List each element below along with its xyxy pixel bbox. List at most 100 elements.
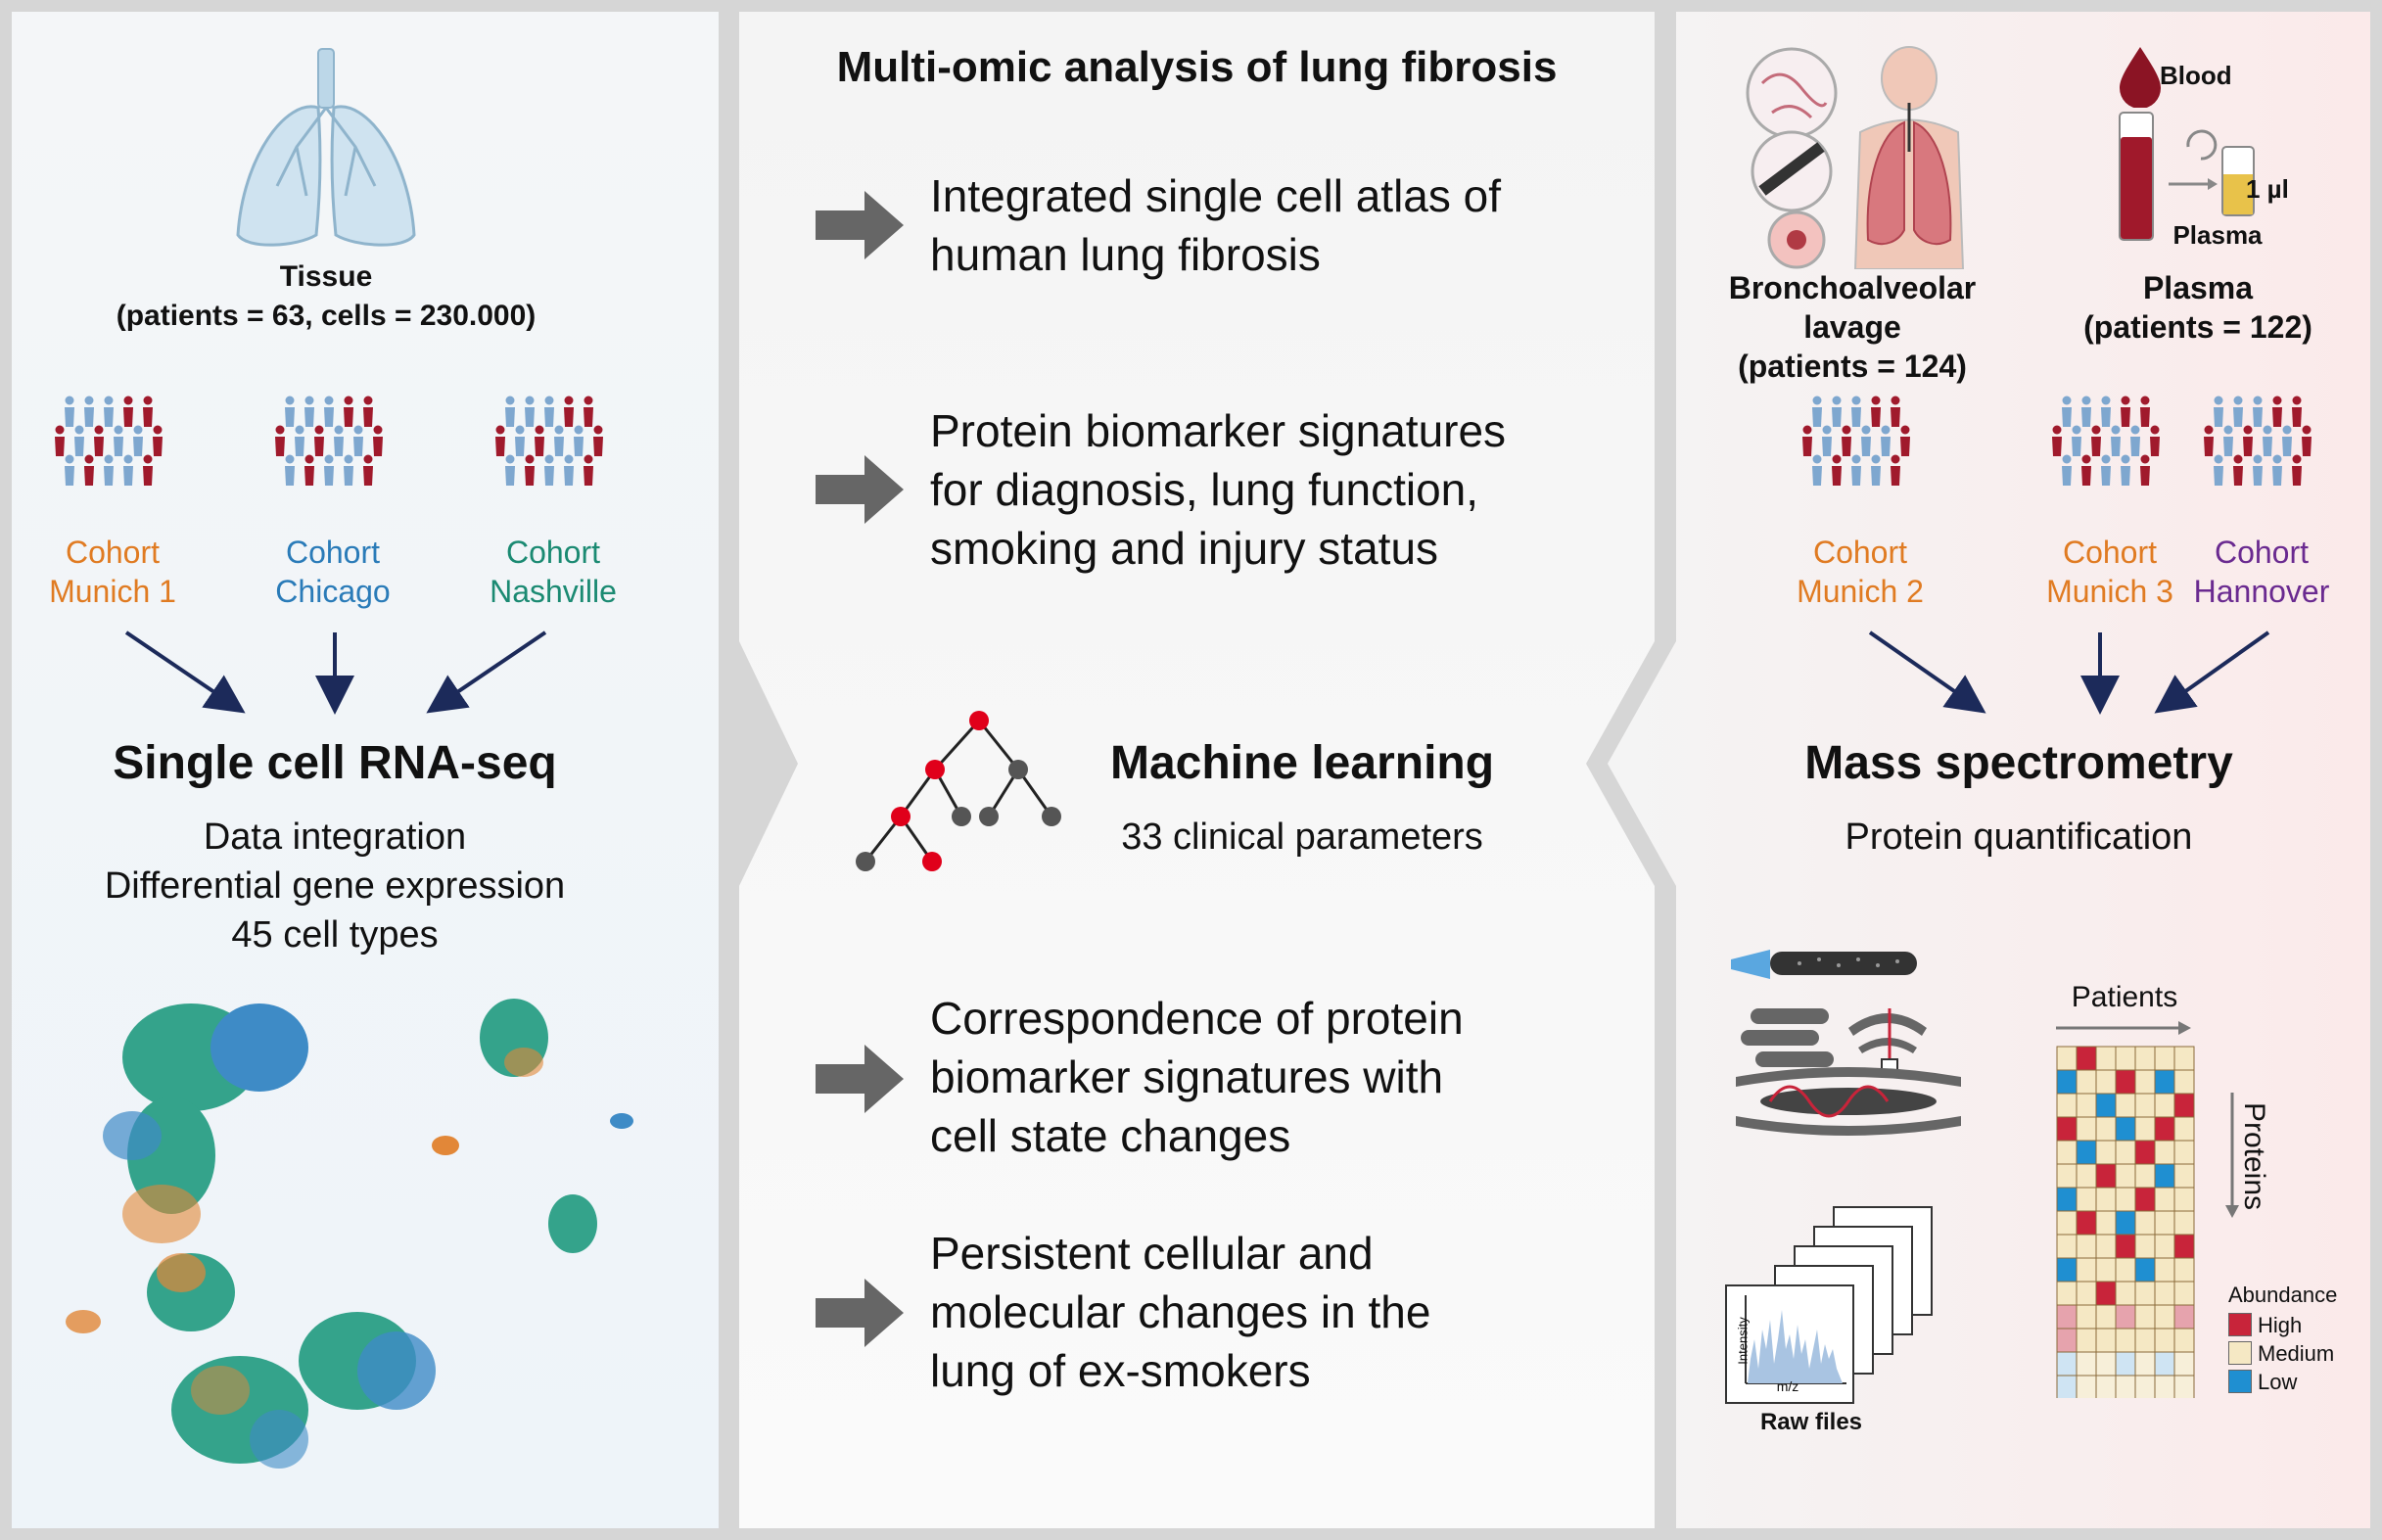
item-line: smoking and injury status [930,523,1439,574]
cohort-name: Munich 2 [1797,574,1924,609]
heatmap-cell [2076,1234,2097,1259]
cohort-munich-1: Cohort Munich 1 [20,533,206,611]
heatmap-cell [2076,1069,2097,1095]
heatmap-cell [2154,1140,2175,1165]
heatmap-cell [2056,1257,2078,1283]
volume-label: 1 µl [2246,174,2289,204]
cohort-label: Cohort [1812,535,1908,570]
heatmap-cell [2056,1069,2078,1095]
item-line: Protein biomarker signatures [930,405,1507,456]
bal-line: lavage [1803,309,1901,345]
heatmap-cell [2173,1328,2195,1353]
heatmap-cell [2134,1046,2156,1071]
cohort-label: Cohort [2062,535,2158,570]
method-title: Single cell RNA-seq [113,737,557,789]
heatmap-cell [2115,1281,2136,1306]
heatmap-cell [2056,1281,2078,1306]
cohort-label: Cohort [2214,535,2310,570]
heatmap-cell [2134,1257,2156,1283]
heatmap-cell [2095,1163,2117,1189]
legend-label: Low [2258,1370,2298,1394]
heatmap-cell [2134,1328,2156,1353]
heatmap-cell [2115,1069,2136,1095]
bal-label: Bronchoalveolar lavage (patients = 124) [1676,268,2029,386]
umap-plot [66,999,633,1469]
heatmap-cell [2154,1069,2175,1095]
heatmap-cell [2076,1116,2097,1142]
heatmap-cell [2134,1351,2156,1377]
heatmap-cell [2076,1375,2097,1398]
item-line: cell state changes [930,1110,1291,1161]
heatmap-cell [2173,1140,2195,1165]
heatmap-cell [2115,1234,2136,1259]
heatmap-cell [2076,1281,2097,1306]
raw-files-label: Raw files [1759,1409,1863,1435]
legend-swatch [2228,1313,2252,1336]
heatmap-cell [2056,1375,2078,1398]
heatmap-cell [2173,1281,2195,1306]
left-panel [12,12,719,1528]
patients-icon [2203,394,2320,491]
lungs-icon [236,48,416,247]
cohort-name: Nashville [490,574,617,609]
mz-label: m/z [1776,1378,1799,1394]
item-line: Correspondence of protein [930,993,1464,1044]
heatmap-cell [2173,1375,2195,1398]
item-line: for diagnosis, lung function, [930,464,1479,515]
bal-line: (patients = 124) [1738,349,1967,384]
center-panel [739,12,1655,1528]
arrow-icon [816,1279,904,1347]
center-item-4: Persistent cellular and molecular change… [930,1224,1430,1400]
heatmap-cell [2154,1281,2175,1306]
heatmap-cell [2134,1234,2156,1259]
heatmap-cell [2095,1140,2117,1165]
patients-icon [1801,394,1919,491]
heatmap-cell [2095,1375,2117,1398]
plasma-line: Plasma [2142,270,2254,305]
heatmap-cell [2115,1093,2136,1118]
heatmap-cell [2056,1234,2078,1259]
heatmap-cell [2154,1116,2175,1142]
heatmap-cell [2095,1234,2117,1259]
tissue-title: Tissue [279,260,373,293]
heatmap-cell [2115,1257,2136,1283]
heatmap-cell [2173,1093,2195,1118]
heatmap-cell [2115,1140,2136,1165]
heatmap-cell [2076,1328,2097,1353]
cohort-label: Cohort [505,535,601,570]
right-converging-arrows [1868,630,2270,715]
arrow-icon [816,1045,904,1113]
heatmap-cell [2134,1210,2156,1236]
heatmap-cell [2076,1093,2097,1118]
heatmap-cell [2095,1210,2117,1236]
cohort-label: Cohort [285,535,381,570]
heatmap-cell [2115,1046,2136,1071]
heatmap-cell [2056,1116,2078,1142]
heatmap-cell [2095,1328,2117,1353]
cohort-munich-2: Cohort Munich 2 [1767,533,1953,611]
heatmap-cell [2076,1257,2097,1283]
heatmap-cell [2134,1304,2156,1330]
patients-icon [54,394,171,491]
heatmap-cell [2056,1210,2078,1236]
heatmap-cell [2134,1163,2156,1189]
raw-files-icon [1725,1206,1933,1404]
heatmap-cell [2095,1281,2117,1306]
heatmap-cell [2076,1210,2097,1236]
plasma-small-label: Plasma [2172,220,2263,250]
heatmap-cell [2076,1351,2097,1377]
heatmap-cell [2115,1328,2136,1353]
proteins-label: Proteins [2238,1101,2270,1211]
bronchoalveolar-lavage-illustration [1746,46,1965,269]
plasma-label: Plasma (patients = 122) [2036,268,2359,347]
bal-line: Bronchoalveolar [1728,270,1977,305]
blood-tube-icon [2119,112,2255,241]
heatmap-cell [2095,1257,2117,1283]
heatmap-cell [2115,1187,2136,1212]
arrow-icon [816,455,904,524]
heatmap-cell [2173,1351,2195,1377]
legend-label: High [2258,1313,2303,1337]
center-item-1: Integrated single cell atlas of human lu… [930,166,1501,284]
ml-title: Machine learning [1109,737,1495,789]
heatmap-cell [2154,1187,2175,1212]
